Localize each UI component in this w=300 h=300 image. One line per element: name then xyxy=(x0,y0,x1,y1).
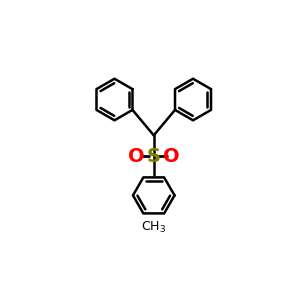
Text: S: S xyxy=(147,147,161,166)
Text: O: O xyxy=(163,147,179,166)
Text: O: O xyxy=(128,147,145,166)
Text: CH$_3$: CH$_3$ xyxy=(141,220,166,235)
